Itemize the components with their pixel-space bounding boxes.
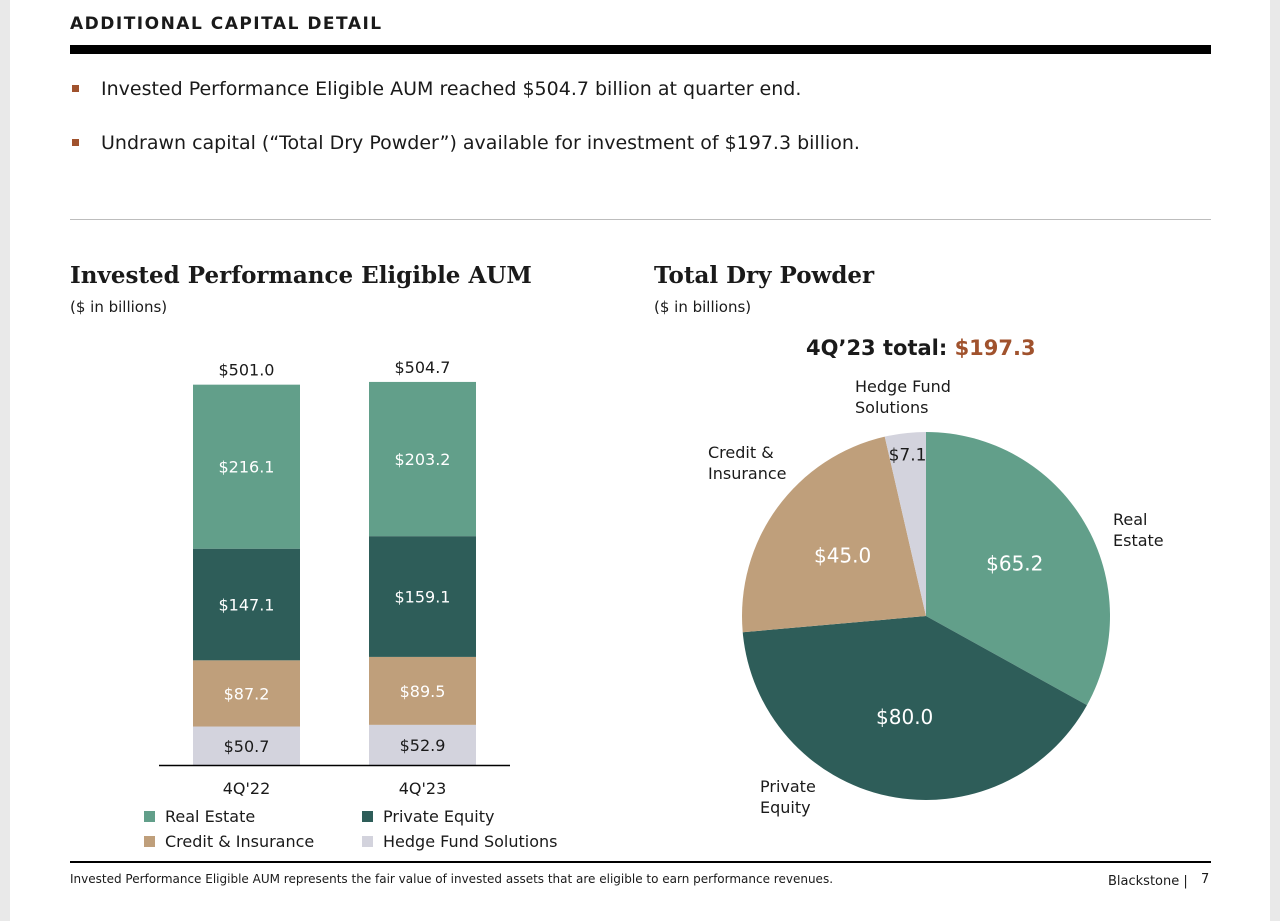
bullet-text: Invested Performance Eligible AUM reache… bbox=[101, 78, 802, 100]
pie-category-label: Credit & Insurance bbox=[708, 442, 787, 484]
pie-category-line: Real bbox=[1113, 510, 1148, 529]
bullet-marker bbox=[72, 139, 79, 146]
slide: ADDITIONAL CAPITAL DETAIL Invested Perfo… bbox=[10, 0, 1270, 921]
bar-value-label: $216.1 bbox=[219, 458, 275, 477]
bar-segment bbox=[369, 656, 476, 725]
header-rule bbox=[70, 45, 1211, 54]
pie-category-label: Private Equity bbox=[760, 776, 816, 818]
aum-chart-title: Invested Performance Eligible AUM bbox=[70, 262, 532, 289]
pie-category-label: Hedge Fund Solutions bbox=[855, 376, 951, 418]
pie-value-label: $45.0 bbox=[814, 543, 871, 567]
total-label: 4Q’23 total: bbox=[806, 336, 948, 360]
aum-chart-subtitle: ($ in billions) bbox=[70, 298, 168, 316]
bar-segment bbox=[369, 381, 476, 537]
pie-slice bbox=[884, 432, 926, 616]
x-tick-label: 4Q'22 bbox=[223, 779, 271, 798]
dry-powder-subtitle: ($ in billions) bbox=[654, 298, 752, 316]
bar-value-label: $159.1 bbox=[395, 588, 451, 607]
legend-label: Private Equity bbox=[383, 807, 495, 826]
pie-category-line: Insurance bbox=[708, 464, 787, 483]
bar-segment bbox=[193, 660, 300, 727]
bar-total-label: $501.0 bbox=[219, 361, 275, 380]
footnote: Invested Performance Eligible AUM repres… bbox=[70, 872, 834, 886]
pie-category-line: Credit & bbox=[708, 443, 774, 462]
bar-total-label: $504.7 bbox=[395, 358, 451, 377]
section-title: ADDITIONAL CAPITAL DETAIL bbox=[70, 14, 383, 34]
pie-value-label: $7.1 bbox=[889, 445, 927, 465]
bar-value-label: $50.7 bbox=[224, 737, 270, 756]
dry-powder-pie-chart: $65.2 $80.0 $45.0 $7.1 bbox=[741, 432, 1110, 801]
page-number: 7 bbox=[1201, 872, 1210, 887]
bar-value-label: $89.5 bbox=[400, 682, 446, 701]
dry-powder-title: Total Dry Powder bbox=[654, 262, 875, 289]
total-value: $197.3 bbox=[954, 336, 1036, 360]
dry-powder-total: 4Q’23 total: $197.3 bbox=[806, 336, 1036, 360]
legend-swatch bbox=[362, 836, 373, 847]
legend-label: Hedge Fund Solutions bbox=[383, 832, 558, 851]
legend-label: Real Estate bbox=[165, 807, 256, 826]
pie-value-label: $65.2 bbox=[986, 552, 1043, 576]
pie-slice bbox=[741, 436, 926, 633]
bar-value-label: $52.9 bbox=[400, 736, 446, 755]
bar-value-label: $147.1 bbox=[219, 596, 275, 615]
pie-slice bbox=[926, 432, 1110, 706]
pie-category-label: Real Estate bbox=[1113, 509, 1164, 551]
pie-category-line: Estate bbox=[1113, 531, 1164, 550]
bar-value-label: $87.2 bbox=[224, 684, 270, 703]
legend-swatch bbox=[144, 811, 155, 822]
pie-value-label: $80.0 bbox=[876, 705, 933, 729]
bar-segment bbox=[193, 726, 300, 765]
legend-swatch bbox=[144, 836, 155, 847]
bullet-marker bbox=[72, 85, 79, 92]
bar-segment bbox=[193, 384, 300, 549]
pie-category-line: Solutions bbox=[855, 398, 929, 417]
bar-segment bbox=[369, 536, 476, 657]
bar-value-label: $203.2 bbox=[395, 450, 451, 469]
footer-rule bbox=[70, 861, 1211, 863]
aum-bar-chart: $50.7 $87.2 $147.1 $216.1 $501.0 4Q'22 $52.9 $8… bbox=[159, 358, 510, 798]
brand-name: Blackstone | bbox=[1108, 874, 1188, 889]
bar-segment bbox=[193, 548, 300, 661]
pie-slice bbox=[742, 616, 1087, 801]
bullet-text: Undrawn capital (“Total Dry Powder”) ava… bbox=[101, 132, 860, 154]
legend-label: Credit & Insurance bbox=[165, 832, 315, 851]
legend-item: Hedge Fund Solutions bbox=[362, 832, 557, 851]
x-tick-label: 4Q'23 bbox=[399, 779, 447, 798]
bar-segment bbox=[369, 724, 476, 765]
pie-category-line: Equity bbox=[760, 798, 811, 817]
pie-category-line: Hedge Fund bbox=[855, 377, 951, 396]
legend-item: Real Estate bbox=[144, 807, 255, 826]
legend-item: Credit & Insurance bbox=[144, 832, 314, 851]
section-divider bbox=[70, 219, 1211, 220]
legend-item: Private Equity bbox=[362, 807, 494, 826]
legend-swatch bbox=[362, 811, 373, 822]
pie-category-line: Private bbox=[760, 777, 816, 796]
